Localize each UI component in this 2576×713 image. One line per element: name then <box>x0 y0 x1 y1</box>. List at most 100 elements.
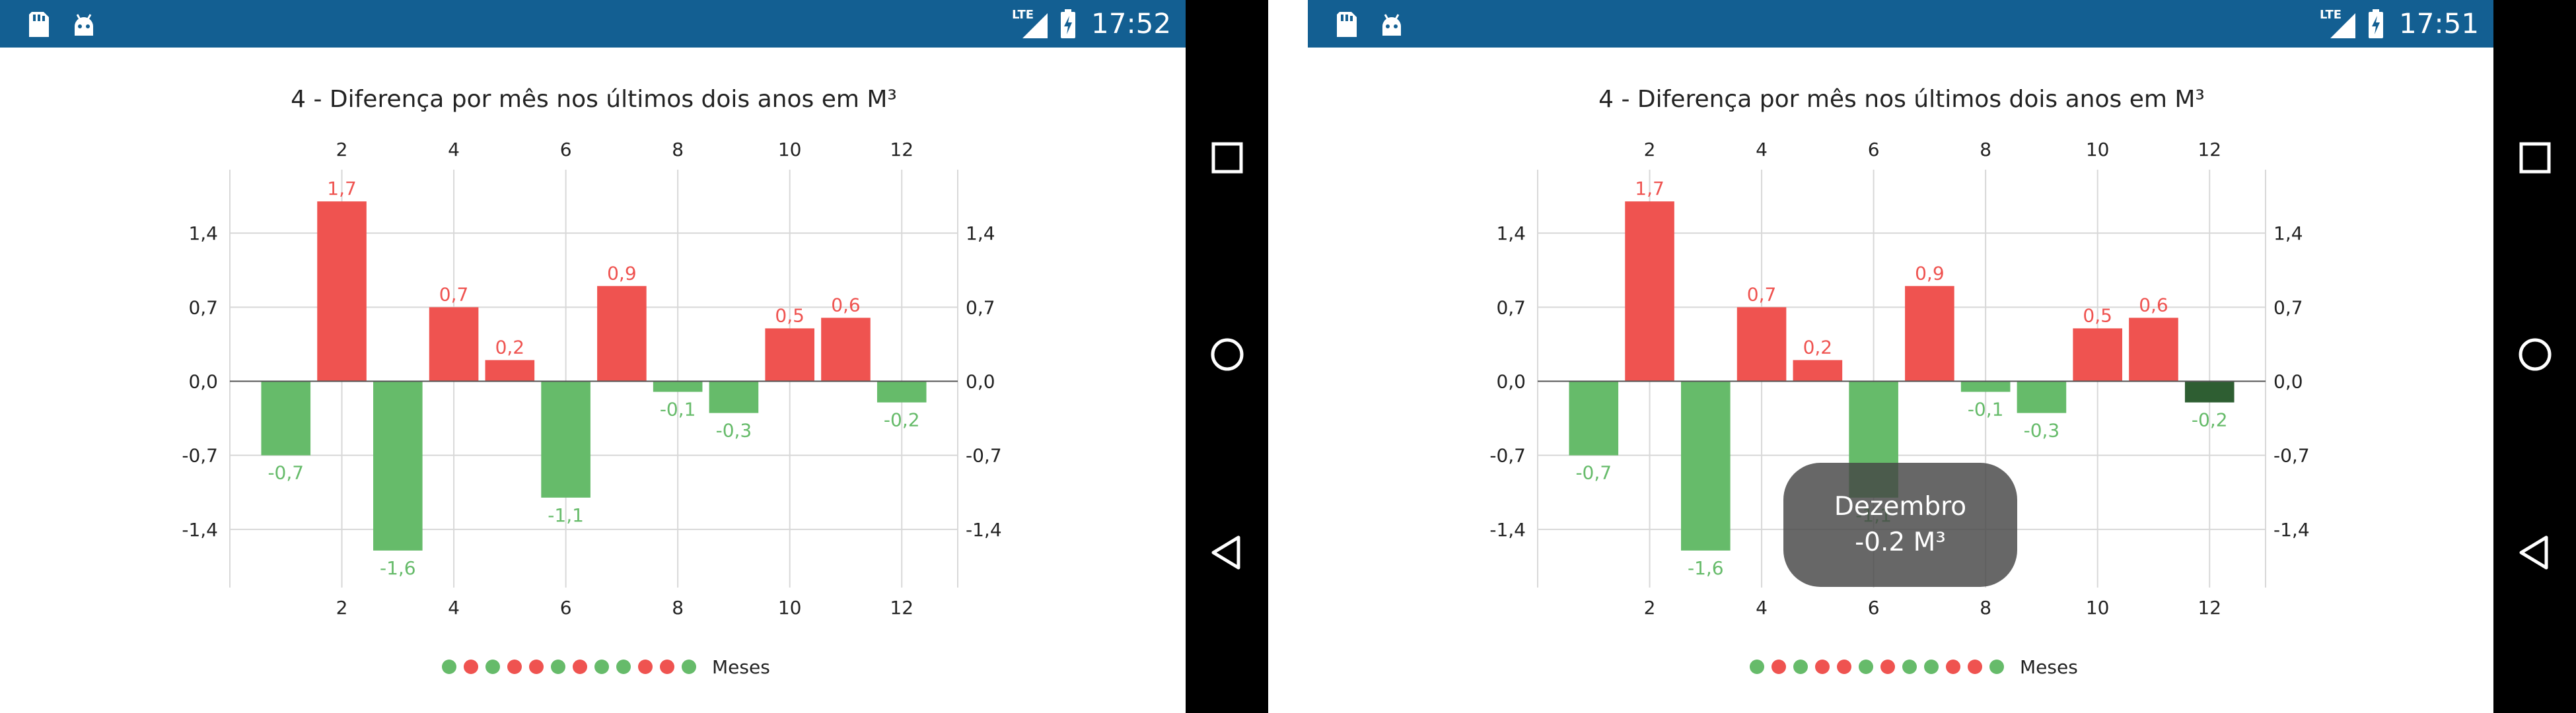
clock: 17:52 <box>1091 7 1172 40</box>
bar-value-label: 0,5 <box>2083 304 2112 326</box>
y-tick-label-left: 0,0 <box>188 371 218 393</box>
bar <box>1681 381 1731 551</box>
tooltip-month: Dezembro <box>1834 492 1967 522</box>
bar-value-label: 0,9 <box>607 262 637 284</box>
y-tick-label-right: 0,7 <box>966 296 995 318</box>
bar-value-label: 0,7 <box>439 283 469 305</box>
y-tick-label-right: 1,4 <box>2273 222 2303 244</box>
bar-value-label: 0,6 <box>831 294 861 316</box>
phone-screen-left: LTE 17:52 4 - Diferença por mês nos últi… <box>0 0 1268 713</box>
back-button[interactable] <box>2508 526 2562 580</box>
legend-dot <box>594 660 609 674</box>
bar <box>1905 286 1954 382</box>
x-tick-label-top: 2 <box>336 139 348 160</box>
legend-dot <box>660 660 674 674</box>
legend-dot <box>1859 660 1873 674</box>
y-tick-label-left: 1,4 <box>188 222 218 244</box>
bar-value-label: -1,6 <box>1688 557 1724 579</box>
clock: 17:51 <box>2399 7 2480 40</box>
x-tick-label-top: 8 <box>672 139 684 160</box>
legend-dot <box>551 660 565 674</box>
bar <box>2073 328 2122 382</box>
signal-icon: LTE <box>1012 8 1048 38</box>
x-tick-label-top: 10 <box>2086 139 2110 160</box>
legend-dot <box>1771 660 1786 674</box>
phone-screen-right: LTE 17:51 4 - Diferença por mês nos últi… <box>1308 0 2576 713</box>
y-tick-label-right: 0,0 <box>2273 371 2303 393</box>
bar <box>261 381 311 456</box>
x-tick-label-bottom: 2 <box>1644 597 1656 619</box>
bar-value-label: -0,2 <box>2192 409 2228 431</box>
bar-value-label: 0,2 <box>1803 336 1833 358</box>
bar-value-label: -0,3 <box>2024 420 2060 442</box>
bar <box>1736 307 1787 382</box>
bar-value-label: -0,1 <box>1968 399 2004 421</box>
bar <box>429 307 479 382</box>
legend-dot <box>616 660 631 674</box>
bar-chart[interactable]: 4 - Diferença por mês nos últimos dois a… <box>1308 48 2493 713</box>
bar <box>821 318 871 382</box>
home-button[interactable] <box>1200 327 1254 382</box>
x-tick-label-bottom: 8 <box>672 597 684 619</box>
y-tick-label-left: -1,4 <box>182 519 218 541</box>
x-tick-label-bottom: 12 <box>2198 597 2221 619</box>
bar <box>597 286 647 382</box>
x-tick-label-bottom: 8 <box>1980 597 1991 619</box>
legend-dot <box>529 660 544 674</box>
bar <box>709 381 759 413</box>
bar <box>541 381 590 498</box>
tooltip-value: -0.2 M³ <box>1855 527 1946 557</box>
chart-title: 4 - Diferença por mês nos últimos dois a… <box>291 86 897 113</box>
bar-value-label: 1,7 <box>1635 178 1664 199</box>
legend-dot <box>1837 660 1851 674</box>
legend-dot <box>1924 660 1939 674</box>
bar <box>765 328 814 382</box>
bar-value-label: 0,5 <box>775 304 805 326</box>
signal-icon: LTE <box>2320 8 2355 38</box>
x-tick-label-top: 12 <box>2198 139 2221 160</box>
bar-tooltip: Dezembro -0.2 M³ <box>1783 463 2017 587</box>
recent-apps-button[interactable] <box>2508 131 2562 185</box>
recent-apps-button[interactable] <box>1200 131 1254 185</box>
legend-dot <box>1815 660 1830 674</box>
legend-dot <box>442 660 456 674</box>
x-tick-label-top: 4 <box>1756 139 1768 160</box>
x-tick-label-top: 4 <box>448 139 460 160</box>
network-type-label: LTE <box>2320 8 2342 22</box>
legend-dot <box>464 660 478 674</box>
android-icon <box>1382 14 1401 36</box>
bar <box>877 381 927 403</box>
y-tick-label-right: -0,7 <box>2273 445 2310 467</box>
bar <box>1569 381 1619 456</box>
home-button[interactable] <box>2508 327 2562 382</box>
bar <box>2017 381 2067 413</box>
bar <box>2184 381 2235 403</box>
legend-dot <box>1989 660 2004 674</box>
chart-content: 4 - Diferença por mês nos últimos dois a… <box>0 48 1186 713</box>
y-tick-label-left: -0,7 <box>1489 445 1526 467</box>
bar <box>317 201 367 382</box>
legend-dot <box>638 660 653 674</box>
legend-dot <box>1968 660 1982 674</box>
x-tick-label-top: 10 <box>778 139 802 160</box>
back-button[interactable] <box>1200 526 1254 580</box>
legend-dot <box>1880 660 1895 674</box>
status-bar: LTE 17:52 <box>0 0 1186 48</box>
bar <box>1960 381 2011 392</box>
y-tick-label-right: -1,4 <box>966 519 1002 541</box>
bar-value-label: -0,3 <box>716 420 752 442</box>
android-icon <box>75 14 93 36</box>
y-tick-label-right: 0,7 <box>2273 296 2303 318</box>
chart-title: 4 - Diferença por mês nos últimos dois a… <box>1598 86 2205 113</box>
bar-chart[interactable]: 4 - Diferença por mês nos últimos dois a… <box>0 48 1186 713</box>
bar-value-label: 0,6 <box>2139 294 2168 316</box>
bar <box>653 381 703 392</box>
legend-dot <box>1750 660 1764 674</box>
bar <box>1793 360 1843 382</box>
legend-dot <box>1902 660 1917 674</box>
legend-label: Meses <box>2020 656 2078 678</box>
bar-value-label: 1,7 <box>327 178 357 199</box>
bar-value-label: 0,7 <box>1747 283 1777 305</box>
bar-value-label: -1,1 <box>548 504 584 526</box>
x-tick-label-bottom: 4 <box>448 597 460 619</box>
